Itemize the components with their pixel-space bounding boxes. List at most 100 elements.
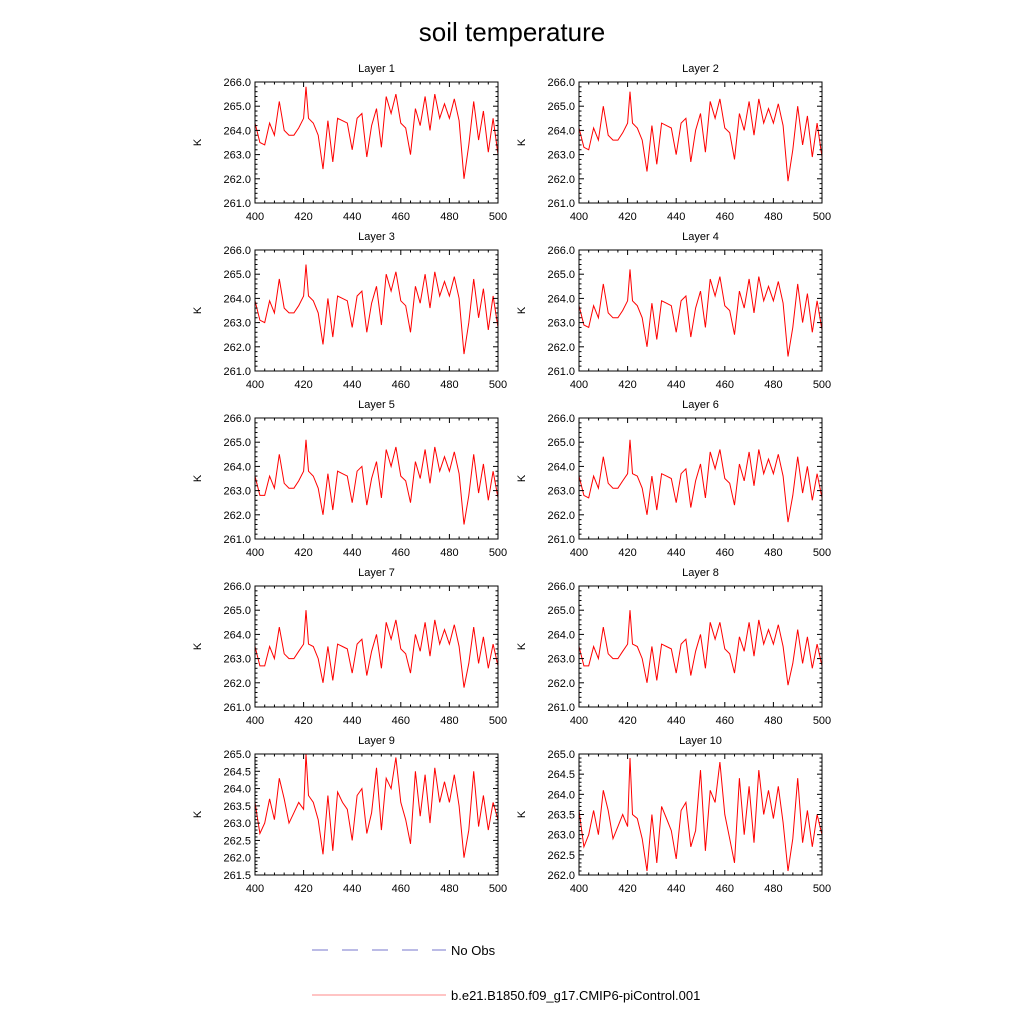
x-tick-label: 460 [392, 883, 410, 895]
series-line [254, 439, 499, 525]
x-tick-label: 500 [489, 211, 507, 223]
series-line [254, 610, 499, 688]
x-tick-label: 500 [813, 547, 831, 559]
x-tick-label: 480 [764, 883, 782, 895]
y-tick-label: 265.0 [223, 269, 251, 281]
y-tick-label: 265.0 [547, 749, 575, 761]
y-tick-label: 263.0 [547, 654, 575, 666]
y-tick-label: 261.5 [223, 870, 251, 882]
series-line [578, 610, 823, 686]
y-axis-label: K [516, 642, 528, 650]
x-tick-label: 420 [618, 883, 636, 895]
x-tick-label: 420 [294, 715, 312, 727]
x-tick-label: 420 [618, 715, 636, 727]
x-tick-label: 440 [343, 379, 361, 391]
y-tick-label: 262.0 [547, 342, 575, 354]
y-tick-label: 263.0 [223, 654, 251, 666]
x-tick-label: 500 [813, 211, 831, 223]
y-tick-label: 263.5 [223, 801, 251, 813]
panel-layer-5: Layer 5 K 400 420 440 460 480 500 261.0 262.0 263.… [192, 399, 507, 559]
series-line [254, 86, 499, 179]
x-tick-label: 440 [667, 715, 685, 727]
legend-label-no-obs: No Obs [451, 943, 496, 958]
x-tick-label: 460 [716, 715, 734, 727]
y-tick-label: 266.0 [547, 581, 575, 593]
y-axis-label: K [192, 138, 204, 146]
panel-layer-8: Layer 8 K 400 420 440 460 480 500 261.0 262.0 263.… [516, 567, 831, 727]
y-tick-label: 263.0 [223, 486, 251, 498]
x-tick-label: 500 [489, 379, 507, 391]
x-tick-label: 440 [667, 211, 685, 223]
x-tick-label: 420 [294, 883, 312, 895]
y-tick-label: 261.0 [223, 702, 251, 714]
y-tick-label: 265.0 [547, 605, 575, 617]
panel-title: Layer 10 [679, 735, 722, 747]
y-tick-label: 263.0 [547, 150, 575, 162]
x-tick-label: 400 [246, 379, 264, 391]
y-tick-label: 262.0 [223, 678, 251, 690]
plot-frame [578, 585, 823, 708]
y-tick-label: 266.0 [223, 581, 251, 593]
y-tick-label: 263.0 [547, 486, 575, 498]
plot-frame [254, 753, 499, 876]
y-tick-label: 263.0 [547, 318, 575, 330]
x-tick-label: 500 [489, 547, 507, 559]
x-tick-label: 400 [246, 211, 264, 223]
y-tick-label: 264.0 [223, 629, 251, 641]
x-tick-label: 460 [392, 715, 410, 727]
x-tick-label: 420 [618, 547, 636, 559]
panel-title: Layer 7 [358, 567, 395, 579]
panel-title: Layer 4 [682, 231, 719, 243]
x-tick-label: 480 [440, 715, 458, 727]
x-tick-label: 400 [246, 547, 264, 559]
y-tick-label: 262.0 [223, 510, 251, 522]
y-tick-label: 262.0 [547, 678, 575, 690]
y-tick-label: 261.0 [547, 198, 575, 210]
panel-layer-4: Layer 4 K 400 420 440 460 480 500 261.0 262.0 263.… [516, 231, 831, 391]
x-tick-label: 440 [667, 379, 685, 391]
series-line [578, 91, 823, 182]
y-tick-label: 265.0 [223, 749, 251, 761]
y-tick-label: 261.0 [547, 702, 575, 714]
panel-title: Layer 8 [682, 567, 719, 579]
panel-title: Layer 3 [358, 231, 395, 243]
y-tick-label: 264.0 [223, 784, 251, 796]
y-tick-label: 262.0 [547, 174, 575, 186]
x-tick-label: 500 [813, 883, 831, 895]
y-tick-label: 263.0 [223, 150, 251, 162]
y-tick-label: 263.0 [223, 318, 251, 330]
series-line [578, 439, 823, 523]
y-tick-label: 263.5 [547, 810, 575, 822]
y-axis-label: K [192, 810, 204, 818]
x-tick-label: 480 [764, 211, 782, 223]
x-tick-label: 500 [813, 715, 831, 727]
y-axis-label: K [516, 810, 528, 818]
y-tick-label: 261.0 [547, 534, 575, 546]
plot-frame [254, 585, 499, 708]
y-tick-label: 265.0 [547, 269, 575, 281]
y-tick-label: 261.0 [223, 198, 251, 210]
y-axis-label: K [516, 306, 528, 314]
y-tick-label: 264.0 [223, 293, 251, 305]
y-axis-label: K [192, 642, 204, 650]
figure-title: soil temperature [419, 17, 605, 47]
y-tick-label: 262.5 [223, 835, 251, 847]
x-tick-label: 480 [440, 547, 458, 559]
x-tick-label: 400 [570, 715, 588, 727]
x-tick-label: 440 [667, 547, 685, 559]
panel-layer-10: Layer 10 K 400 420 440 460 480 500 262.0 262.5 263… [516, 735, 831, 895]
x-tick-label: 480 [764, 715, 782, 727]
x-tick-label: 480 [764, 547, 782, 559]
x-tick-label: 460 [716, 883, 734, 895]
x-tick-label: 480 [440, 211, 458, 223]
y-axis-label: K [192, 306, 204, 314]
x-tick-label: 500 [489, 715, 507, 727]
panel-title: Layer 2 [682, 63, 719, 75]
x-tick-label: 400 [246, 883, 264, 895]
y-tick-label: 262.5 [547, 850, 575, 862]
x-tick-label: 440 [343, 211, 361, 223]
y-tick-label: 264.0 [547, 629, 575, 641]
x-tick-label: 480 [440, 883, 458, 895]
y-tick-label: 264.0 [223, 125, 251, 137]
plot-frame [578, 249, 823, 372]
